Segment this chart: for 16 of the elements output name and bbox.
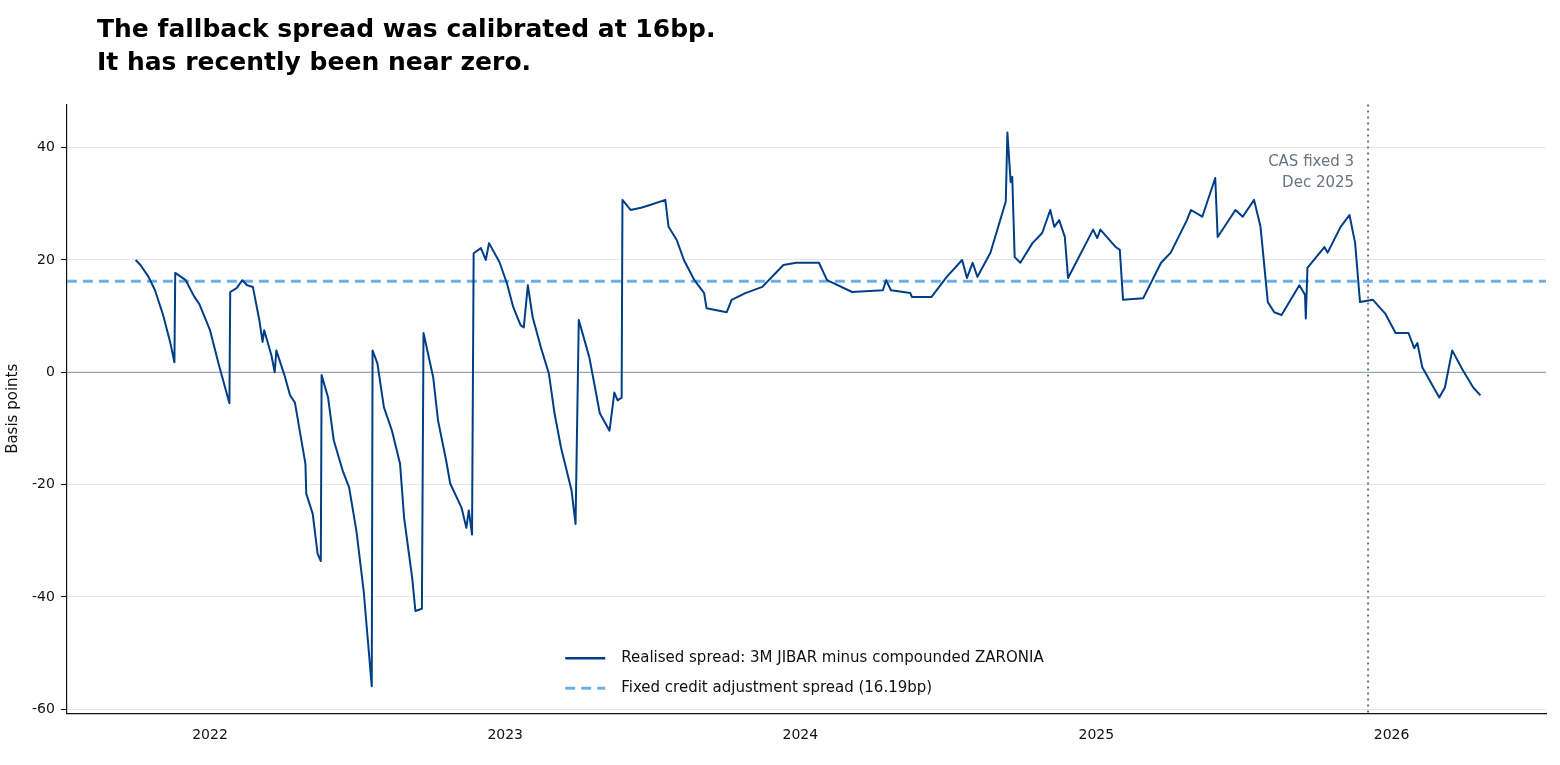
y-tick-label: 0 <box>45 362 55 379</box>
y-tick-label: 40 <box>37 138 55 155</box>
y-axis-title: Basis points <box>2 363 21 454</box>
legend-label: Fixed credit adjustment spread (16.19bp) <box>621 678 933 697</box>
y-tick-label: 20 <box>37 250 55 267</box>
legend-label: Realised spread: 3M JIBAR minus compounded ZARONIA <box>621 648 1045 667</box>
x-tick-label: 2023 <box>487 726 524 743</box>
chart-title: The fallback spread was calibrated at 16bp. It has recently been near zero. <box>97 13 716 78</box>
y-tick-label: -20 <box>31 475 55 492</box>
y-tick-label: -40 <box>31 587 55 604</box>
ref-line-label: CAS fixed 3 Dec 2025 <box>1268 151 1355 191</box>
y-tick-label: -60 <box>31 699 55 716</box>
x-tick-label: 2022 <box>192 726 228 743</box>
x-tick-label: 2026 <box>1373 726 1410 743</box>
x-tick-label: 2024 <box>782 726 819 743</box>
x-tick-label: 2025 <box>1078 726 1115 743</box>
